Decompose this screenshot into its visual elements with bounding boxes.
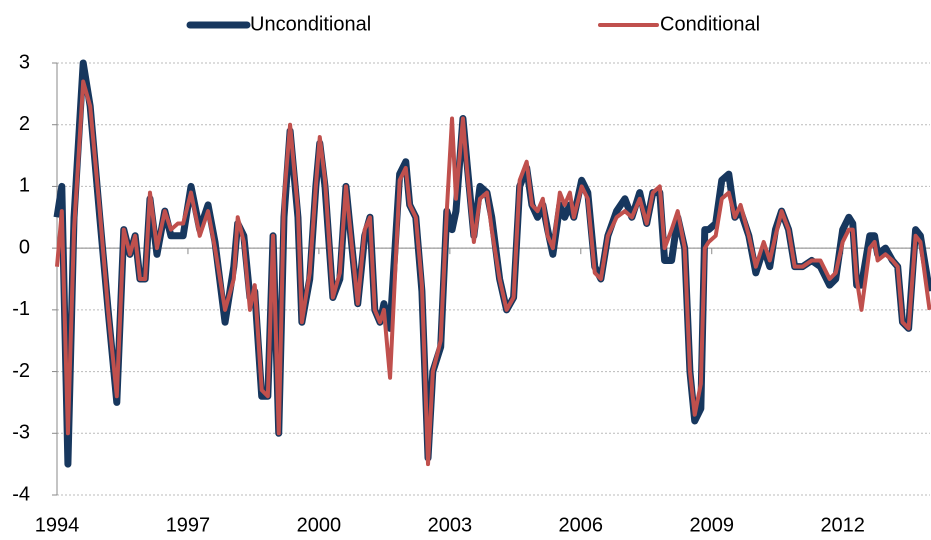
x-tick-label: 2012 xyxy=(820,514,865,536)
x-tick-label: 2003 xyxy=(428,514,473,536)
y-tick-label: -2 xyxy=(12,360,30,382)
x-tick-label: 2006 xyxy=(559,514,604,536)
legend-label: Unconditional xyxy=(250,13,371,35)
y-tick-label: 3 xyxy=(19,51,30,73)
y-tick-label: -4 xyxy=(12,483,30,505)
y-tick-label: 1 xyxy=(19,175,30,197)
series-line xyxy=(53,59,931,468)
y-tick-label: -1 xyxy=(12,298,30,320)
y-tick-label: -3 xyxy=(12,422,30,444)
x-tick-label: 2000 xyxy=(297,514,342,536)
x-tick-label: 1994 xyxy=(35,514,80,536)
legend-label: Conditional xyxy=(660,13,760,35)
x-tick-label: 2009 xyxy=(690,514,735,536)
y-tick-label: 2 xyxy=(19,113,30,135)
series-line xyxy=(55,79,931,467)
x-tick-label: 1997 xyxy=(166,514,211,536)
y-tick-label: 0 xyxy=(19,236,30,258)
